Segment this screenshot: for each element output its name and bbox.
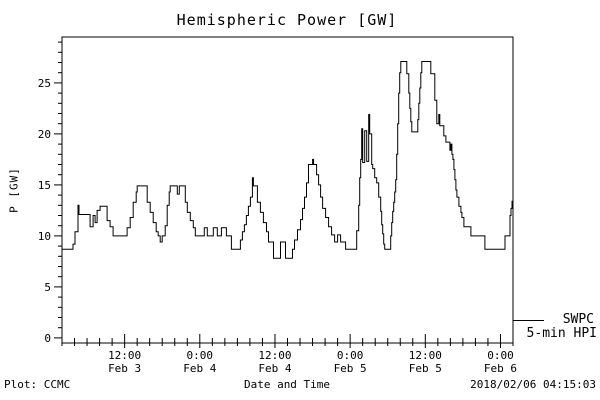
y-tick-label: 25 [38,77,51,90]
x-tick-time-label: 12:00 [409,349,442,362]
x-tick-date-label: Feb 6 [484,362,517,375]
hpi-step-line [62,61,514,259]
x-tick-time-label: 12:00 [108,349,141,362]
y-tick-label: 0 [44,332,51,345]
x-tick-date-label: Feb 3 [108,362,141,375]
y-tick-label: 15 [38,179,51,192]
y-tick-label: 5 [44,281,51,294]
y-tick-label: 10 [38,230,51,243]
plot-timestamp: 2018/02/06 04:15:03 [470,378,596,391]
legend-label-5min-hpi: 5-min HPI [526,326,597,341]
y-tick-label: 20 [38,128,51,141]
x-tick-time-label: 0:00 [187,349,214,362]
chart-title: Hemispheric Power [GW] [176,11,398,29]
x-tick-time-label: 0:00 [487,349,514,362]
legend-label-swpc: SWPC [562,312,594,327]
x-tick-date-label: Feb 4 [183,362,216,375]
x-tick-date-label: Feb 5 [334,362,367,375]
legend-line-sample [513,320,544,321]
plot-source-label: Plot: CCMC [4,378,71,391]
x-tick-time-label: 0:00 [337,349,364,362]
plot-frame [61,36,514,344]
x-tick-date-label: Feb 5 [409,362,442,375]
x-tick-date-label: Feb 4 [258,362,291,375]
x-axis-label: Date and Time [243,378,331,391]
x-tick-time-label: 12:00 [258,349,291,362]
